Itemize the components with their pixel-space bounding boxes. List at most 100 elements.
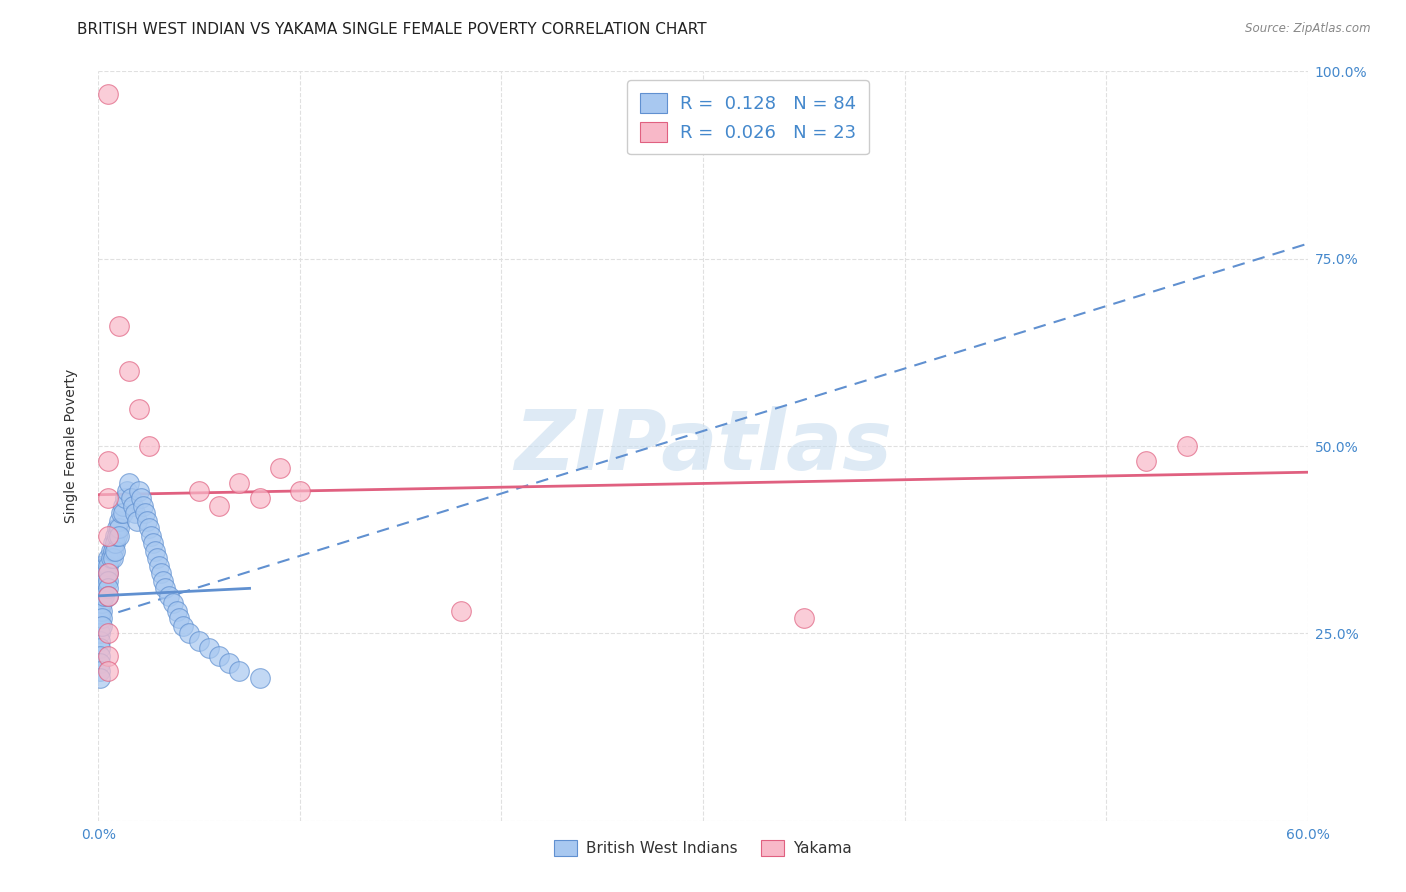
Point [91,611,114,625]
Legend: British West Indians, Yakama: British West Indians, Yakama [546,830,860,865]
Text: ZIPatlas: ZIPatlas [515,406,891,486]
Point [179,626,201,640]
Point [228,664,250,678]
Point [269,461,291,475]
Point [96,558,118,573]
Point [118,476,141,491]
Point [107,521,129,535]
Point [101,536,124,550]
Point [97,529,120,543]
Point [128,401,150,416]
Point [121,499,143,513]
Point [97,664,120,678]
Point [132,499,155,513]
Point [218,657,240,671]
Point [97,566,120,581]
Point [96,574,118,588]
Point [100,551,122,566]
Point [249,491,271,506]
Point [97,491,120,506]
Point [793,611,815,625]
Point [107,514,129,528]
Point [89,604,111,618]
Point [97,626,120,640]
Point [115,483,138,498]
Point [139,529,162,543]
Point [89,582,111,596]
Point [111,507,134,521]
Point [103,536,125,550]
Point [162,596,184,610]
Point [89,633,111,648]
Point [89,626,111,640]
Point [97,551,120,566]
Point [89,574,111,588]
Point [128,483,150,498]
Point [89,611,111,625]
Point [138,439,160,453]
Point [288,483,311,498]
Point [1175,439,1198,453]
Point [142,536,165,550]
Point [97,589,120,603]
Point [93,574,115,588]
Point [111,499,134,513]
Point [89,558,111,573]
Point [96,566,118,581]
Point [149,566,172,581]
Point [153,582,176,596]
Point [91,604,114,618]
Point [89,671,111,685]
Point [146,551,169,566]
Point [208,499,231,513]
Point [103,544,125,558]
Point [143,544,166,558]
Point [101,544,124,558]
Point [105,529,128,543]
Point [97,454,120,468]
Point [208,648,231,663]
Point [91,596,114,610]
Point [157,589,180,603]
Point [97,589,120,603]
Point [89,641,111,656]
Point [89,596,111,610]
Point [152,574,174,588]
Point [97,648,120,663]
Point [89,664,111,678]
Point [249,671,271,685]
Point [97,558,120,573]
Point [228,476,250,491]
Point [188,633,211,648]
Point [89,657,111,671]
Point [97,582,120,596]
Point [103,529,125,543]
Y-axis label: Single Female Poverty: Single Female Poverty [63,369,77,523]
Point [93,582,115,596]
Point [100,544,122,558]
Point [110,507,132,521]
Point [188,483,211,498]
Point [1135,454,1157,468]
Point [124,507,146,521]
Point [166,604,188,618]
Point [125,514,148,528]
Point [450,604,472,618]
Point [148,558,170,573]
Point [114,491,136,506]
Point [89,619,111,633]
Point [97,566,120,581]
Point [91,619,114,633]
Point [107,529,129,543]
Point [120,491,142,506]
Point [129,491,152,506]
Point [172,619,194,633]
Point [91,589,114,603]
Point [97,87,120,101]
Point [105,521,128,535]
Point [134,507,156,521]
Point [97,574,120,588]
Point [138,521,160,535]
Point [89,589,111,603]
Point [198,641,221,656]
